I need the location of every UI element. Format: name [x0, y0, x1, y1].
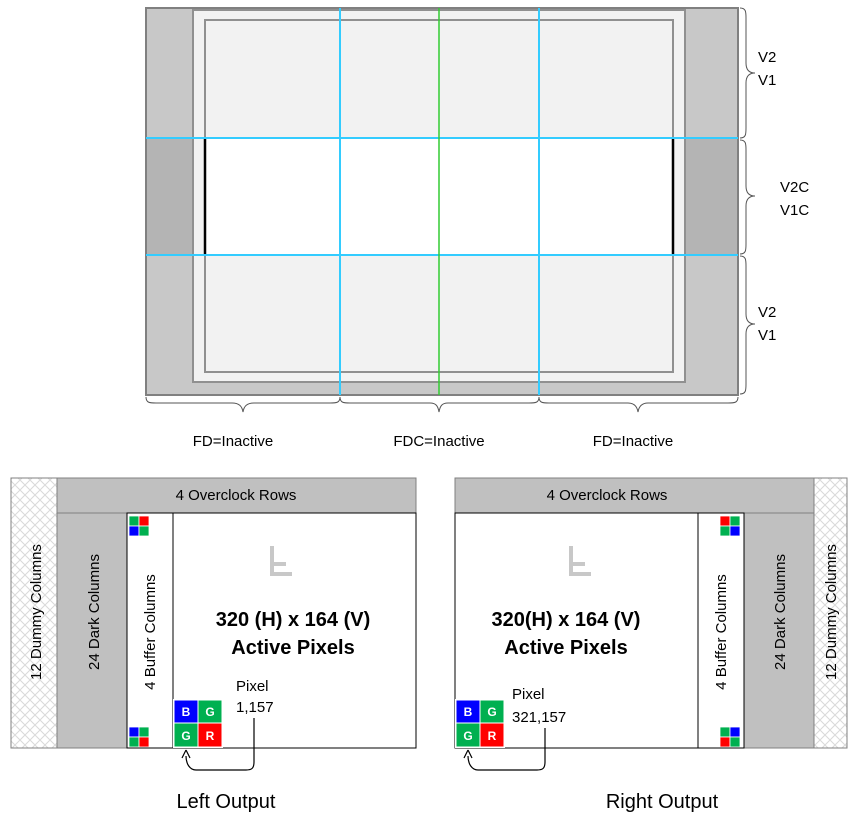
right-brace-top	[739, 7, 756, 139]
left-bayer-pixel: B G G R	[173, 699, 223, 748]
left-orientation-glyph	[270, 546, 292, 576]
bottom-brace-left	[145, 396, 341, 413]
left-corner-pixel-top	[128, 515, 150, 537]
left-output-label: Left Output	[177, 791, 276, 813]
left-dummy-label: 12 Dummy Columns	[28, 544, 45, 680]
left-pixel-label: Pixel	[236, 678, 269, 695]
svg-text:G: G	[487, 705, 496, 719]
sensor-overview	[145, 7, 739, 396]
right-buffer-label: 4 Buffer Columns	[713, 574, 730, 690]
left-corner-pixel-bottom	[128, 726, 150, 748]
right-dummy-columns	[813, 477, 848, 749]
right-readout-arrow	[467, 728, 546, 771]
bottom-labels: FD=Inactive FDC=Inactive FD=Inactive	[193, 433, 673, 450]
right-bayer-r	[479, 722, 505, 748]
left-buffer-label: 4 Buffer Columns	[142, 574, 159, 690]
svg-text:B: B	[464, 705, 473, 719]
bottom-brace-middle	[339, 396, 540, 413]
right-corner-pixel-top	[719, 515, 741, 537]
svg-text:R: R	[488, 729, 497, 743]
fd-left-label: FD=Inactive	[193, 433, 273, 450]
svg-text:G: G	[205, 705, 214, 719]
svg-text:G: G	[181, 729, 190, 743]
left-active-line2: Active Pixels	[231, 637, 354, 659]
left-active-line1: 320 (H) x 164 (V)	[216, 609, 371, 631]
left-dark-band	[147, 138, 193, 255]
svg-text:G: G	[463, 729, 472, 743]
region-top-label-2: V1	[758, 72, 776, 89]
right-brace-middle	[739, 139, 756, 255]
left-overclock-label: 4 Overclock Rows	[176, 487, 297, 504]
right-braces	[739, 7, 756, 395]
left-bayer-g2	[173, 722, 199, 748]
left-readout-arrow	[185, 718, 255, 771]
right-orientation-glyph	[569, 546, 591, 576]
right-bayer-g2	[455, 722, 481, 748]
right-active-line1: 320(H) x 164 (V)	[492, 609, 641, 631]
region-middle-label-1: V2C	[780, 179, 809, 196]
left-pixel-coord: 1,157	[236, 699, 274, 716]
left-dark-label: 24 Dark Columns	[86, 554, 103, 670]
region-bottom-label-1: V2	[758, 304, 776, 321]
right-overclock-rows	[454, 477, 815, 514]
right-active-line2: Active Pixels	[504, 637, 627, 659]
right-pixel-coord: 321,157	[512, 709, 566, 726]
right-dummy-label: 12 Dummy Columns	[823, 544, 840, 680]
left-buffer-columns	[126, 512, 174, 749]
right-dark-band	[685, 138, 737, 255]
region-middle-label-2: V1C	[780, 202, 809, 219]
bottom-brace-right	[538, 396, 739, 413]
fd-right-label: FD=Inactive	[593, 433, 673, 450]
right-output-label: Right Output	[606, 791, 719, 813]
fdc-center-label: FDC=Inactive	[393, 433, 484, 450]
svg-text:B: B	[182, 705, 191, 719]
right-pixel-label: Pixel	[512, 686, 545, 703]
left-bayer-r	[197, 722, 223, 748]
left-overclock-rows	[56, 477, 417, 514]
right-dark-label: 24 Dark Columns	[772, 554, 789, 670]
svg-text:R: R	[206, 729, 215, 743]
right-buffer-columns	[697, 512, 745, 749]
right-brace-bottom	[739, 255, 756, 395]
right-bayer-pixel: B G G R	[455, 699, 505, 748]
right-overclock-label: 4 Overclock Rows	[547, 487, 668, 504]
left-output-panel: 12 Dummy Columns 24 Dark Columns 4 Overc…	[10, 477, 417, 813]
region-top-label-1: V2	[758, 49, 776, 66]
region-bottom-label-2: V1	[758, 327, 776, 344]
right-corner-pixel-bottom	[719, 726, 741, 748]
right-output-panel: 4 Overclock Rows 4 Buffer Columns 24 Dar…	[454, 477, 848, 813]
left-dummy-columns	[10, 477, 58, 749]
bottom-braces	[145, 396, 739, 413]
right-labels: V2 V1 V2C V1C V2 V1	[758, 49, 809, 344]
